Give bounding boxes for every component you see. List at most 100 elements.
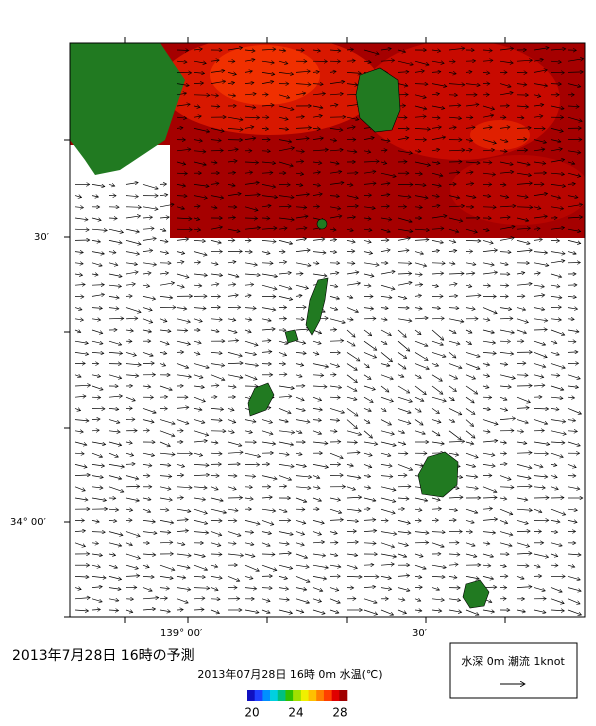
current-arrow [449, 386, 456, 392]
current-arrow [500, 364, 508, 365]
current-arrow [262, 442, 276, 444]
current-arrow [109, 285, 122, 286]
current-arrow [466, 576, 479, 579]
current-arrow [126, 252, 140, 255]
current-arrow [534, 453, 549, 454]
current-arrow [381, 442, 396, 446]
current-arrow [347, 308, 359, 313]
current-arrow [466, 543, 475, 546]
current-arrow [279, 240, 293, 244]
current-arrow [75, 610, 89, 611]
current-arrow [126, 308, 141, 313]
current-arrow [194, 554, 205, 557]
current-arrow [534, 352, 547, 357]
current-arrow [347, 565, 357, 568]
current-arrow [126, 364, 141, 365]
current-arrow [296, 487, 311, 488]
current-arrow [126, 453, 134, 455]
current-arrow [364, 610, 378, 615]
current-arrow [398, 420, 411, 424]
current-arrow [551, 476, 557, 478]
current-arrow [92, 532, 105, 533]
current-arrow [364, 263, 379, 265]
current-arrow [296, 464, 306, 466]
current-arrow [568, 599, 580, 604]
colorbar-swatch [293, 690, 301, 701]
current-arrow [449, 554, 460, 555]
current-arrow [534, 509, 542, 512]
current-arrow [551, 453, 563, 457]
current-arrow [211, 576, 222, 578]
current-arrow [313, 498, 322, 501]
current-arrow [347, 240, 355, 242]
warm-patch [450, 155, 590, 225]
current-arrow [296, 408, 305, 410]
current-arrow [211, 610, 220, 613]
current-arrow [483, 308, 497, 314]
current-arrow [177, 319, 190, 322]
current-arrow [313, 542, 325, 543]
current-arrow [364, 375, 371, 380]
current-arrow [347, 272, 359, 274]
current-arrow [432, 273, 444, 274]
current-arrow [296, 565, 309, 567]
current-arrow [381, 308, 388, 309]
current-arrow [347, 296, 353, 298]
current-arrow [330, 239, 337, 240]
current-arrow [160, 498, 172, 500]
current-arrow [126, 532, 140, 537]
current-arrow [262, 240, 276, 241]
current-arrow [143, 250, 153, 251]
current-arrow [313, 274, 327, 276]
current-arrow [381, 453, 391, 456]
current-arrow [517, 240, 530, 243]
current-arrow [245, 487, 252, 488]
current-arrow [466, 509, 478, 513]
current-arrow [228, 352, 242, 356]
current-arrow [347, 263, 355, 264]
current-arrow [143, 520, 155, 522]
current-arrow [126, 442, 132, 443]
current-arrow [228, 330, 237, 333]
current-arrow [228, 262, 236, 263]
current-arrow [92, 430, 99, 431]
current-arrow [143, 554, 156, 555]
current-arrow [313, 576, 327, 579]
current-arrow [160, 588, 169, 589]
current-arrow [211, 442, 218, 443]
current-arrow [194, 441, 207, 442]
current-arrow [194, 464, 209, 465]
current-arrow [126, 375, 139, 376]
current-arrow [551, 442, 565, 443]
current-arrow [228, 408, 234, 410]
current-arrow [211, 375, 225, 381]
current-arrow [551, 240, 560, 241]
current-arrow [228, 375, 243, 378]
current-arrow [245, 295, 251, 296]
current-arrow [177, 588, 191, 590]
current-arrow [364, 520, 376, 521]
current-arrow [211, 263, 218, 265]
current-arrow [483, 576, 494, 579]
current-arrow [432, 431, 440, 436]
current-arrow [245, 565, 259, 571]
current-arrow [194, 240, 206, 241]
current-arrow [313, 464, 329, 467]
current-arrow [143, 609, 156, 610]
current-arrow [279, 374, 287, 375]
current-arrow [517, 250, 532, 252]
current-arrow [211, 408, 224, 409]
current-arrow [347, 251, 355, 252]
current-arrow [143, 464, 152, 465]
current-arrow [415, 352, 428, 360]
current-arrow [415, 599, 421, 601]
current-arrow [211, 364, 225, 366]
current-arrow [194, 498, 206, 500]
current-arrow [296, 295, 302, 296]
current-arrow [262, 520, 274, 524]
latitude-label: 30′ [34, 232, 50, 243]
current-arrow [381, 464, 392, 466]
current-arrow [262, 588, 272, 589]
current-arrow [313, 252, 326, 253]
current-arrow [381, 285, 395, 289]
